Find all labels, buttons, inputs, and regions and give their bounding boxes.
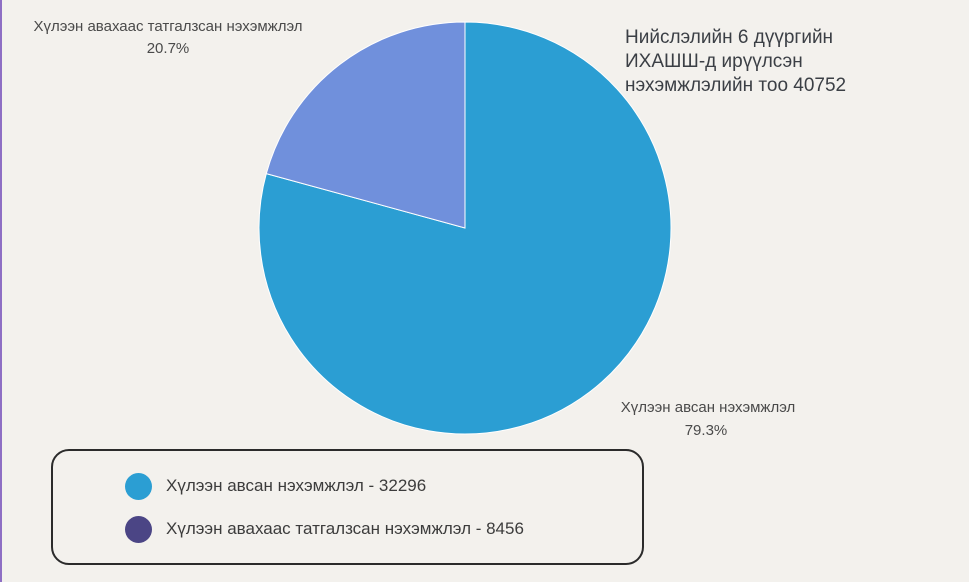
legend: Хүлээн авсан нэхэмжлэл - 32296 Хүлээн ав…: [51, 449, 644, 565]
slice-percent-label-accepted: 79.3%: [685, 422, 728, 439]
legend-swatch-rejected: [125, 515, 152, 543]
legend-swatch-accepted: [125, 472, 152, 500]
slice-name-label-rejected: Хүлээн авахаас татгалзсан нэхэмжлэл: [33, 18, 302, 35]
legend-label-rejected: Хүлээн авахаас татгалзсан нэхэмжлэл - 84…: [166, 519, 524, 538]
slice-percent-label-rejected: 20.7%: [147, 40, 190, 57]
pie-slice-rejected: [265, 21, 466, 229]
slice-name-label-accepted: Хүлээн авсан нэхэмжлэл: [621, 399, 796, 416]
chart-title: Нийслэлийн 6 дүүргийн ИХАШШ-д ирүүлсэн н…: [625, 27, 847, 96]
frame-edge: [0, 0, 2, 582]
legend-item-accepted: Хүлээн авсан нэхэмжлэл - 32296: [125, 471, 426, 501]
slice-label-accepted: Хүлээн авсан нэхэмжлэл 79.3%: [621, 399, 796, 439]
legend-label-accepted: Хүлээн авсан нэхэмжлэл - 32296: [166, 476, 427, 495]
pie-slices: [258, 21, 672, 435]
legend-item-rejected: Хүлээн авахаас татгалзсан нэхэмжлэл - 84…: [125, 514, 524, 544]
slice-label-rejected: Хүлээн авахаас татгалзсан нэхэмжлэл 20.7…: [33, 18, 302, 57]
